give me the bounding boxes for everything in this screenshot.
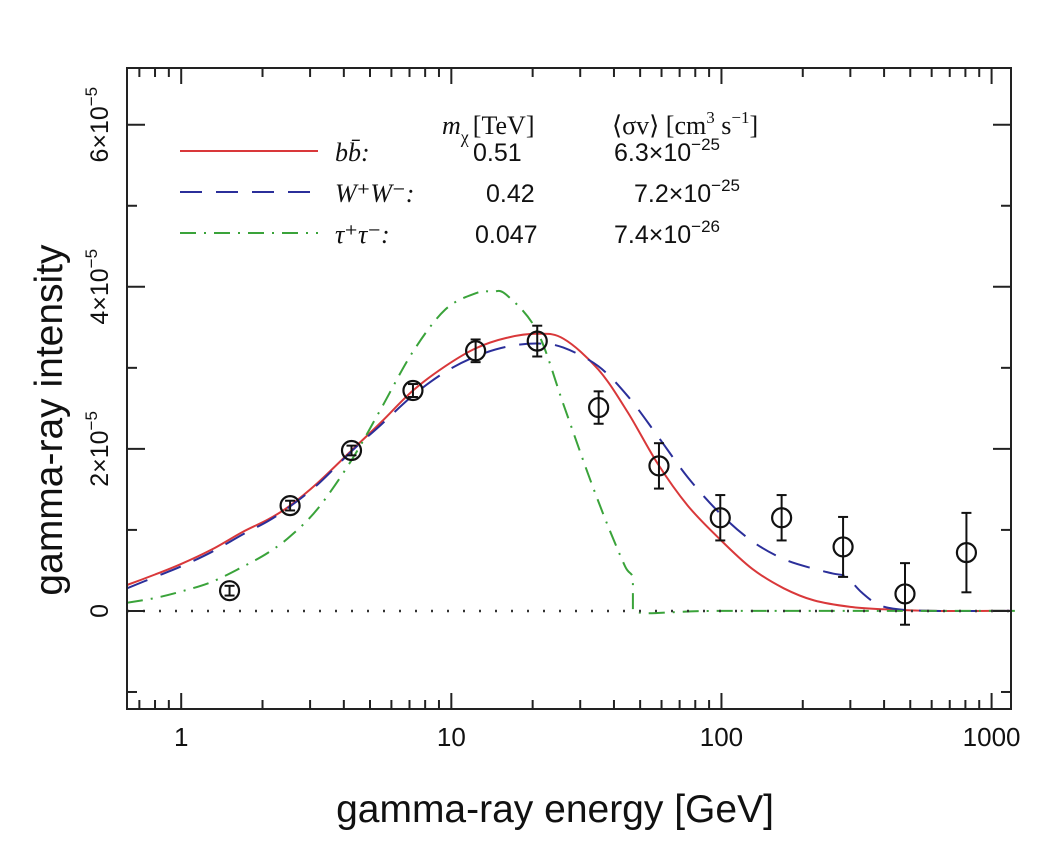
data-point <box>588 390 610 425</box>
legend-header-sigma: ⟨σv⟩ [cm3 s−1] <box>612 108 758 140</box>
data-points <box>218 324 978 626</box>
plot-frame <box>126 67 1012 710</box>
data-point <box>279 494 301 517</box>
y-tick-label: 2×10−5 <box>82 411 114 487</box>
data-point-marker <box>648 455 670 477</box>
legend-channel-bb: bb̄: <box>335 138 370 167</box>
legend-sigma-bb: 6.3×10−25 <box>614 135 720 167</box>
data-point-marker <box>279 494 301 517</box>
data-point <box>402 379 424 402</box>
x-tick-labels: 1 10 100 1000 <box>174 722 1021 752</box>
legend-channel-tautau: τ⁺τ⁻: <box>335 220 390 249</box>
data-point <box>465 338 487 364</box>
legend-mass-bb: 0.51 <box>473 139 522 167</box>
x-tick-label: 1000 <box>963 722 1021 752</box>
data-point <box>955 511 978 594</box>
data-point <box>894 562 916 626</box>
legend-mass-ww: 0.42 <box>486 180 535 208</box>
legend-sigma-ww: 7.2×10−25 <box>634 176 740 208</box>
legend-channel-ww: W⁺W⁻: <box>335 179 414 208</box>
data-point <box>218 580 241 602</box>
data-point <box>340 439 363 462</box>
data-point <box>526 324 548 358</box>
data-point-marker <box>402 379 424 402</box>
data-point-marker <box>588 396 610 419</box>
data-point <box>832 515 854 578</box>
data-point-marker <box>218 580 241 602</box>
y-axis-label: gamma-ray intensity <box>28 244 71 596</box>
x-tick-label: 100 <box>700 722 743 752</box>
y-tick-labels: 0 2×10−5 4×10−5 6×10−5 <box>82 87 114 618</box>
x-axis-label: gamma-ray energy [GeV] <box>336 788 774 831</box>
data-point-marker <box>465 340 487 362</box>
legend-sigma-tautau: 7.4×10−26 <box>614 217 720 249</box>
y-tick-label: 0 <box>86 604 114 618</box>
legend-mass-tautau: 0.047 <box>475 221 538 249</box>
data-point <box>771 494 793 542</box>
data-point-marker <box>340 439 363 462</box>
axis-ticks <box>127 68 1011 709</box>
data-point-marker <box>709 507 731 529</box>
data-point-marker <box>771 507 793 529</box>
y-tick-label: 4×10−5 <box>82 249 114 325</box>
legend-header-mass: mχ [TeV] <box>442 111 534 147</box>
data-point-marker <box>955 541 978 564</box>
y-tick-label: 6×10−5 <box>82 87 114 163</box>
data-point-marker <box>526 330 548 352</box>
data-point-marker <box>832 536 854 558</box>
data-point-marker <box>894 583 916 605</box>
x-tick-label: 1 <box>174 722 188 752</box>
x-tick-label: 10 <box>437 722 466 752</box>
legend: mχ [TeV] ⟨σv⟩ [cm3 s−1] bb̄: 0.51 6.3×10−… <box>180 108 758 249</box>
data-point <box>648 442 670 490</box>
series-line-1 <box>126 342 1011 613</box>
data-point <box>709 494 731 542</box>
